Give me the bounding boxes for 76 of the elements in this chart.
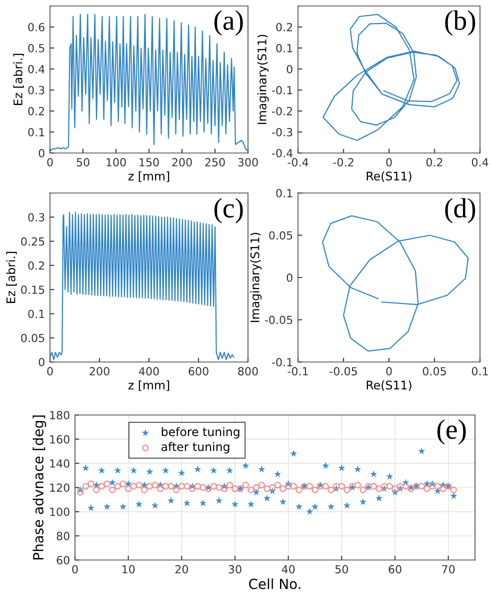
y-tick-label: -0.1 bbox=[272, 86, 292, 94]
y-tick-label: 0.3 bbox=[28, 213, 44, 222]
y-tick-label: 160 bbox=[50, 435, 70, 444]
y-tick-label: -0.2 bbox=[272, 106, 292, 116]
y-tick-label: 0 bbox=[38, 148, 44, 158]
x-tick-label: 40 bbox=[282, 565, 295, 574]
y-tick-label: 0.1 bbox=[28, 310, 44, 318]
x-tick-label: 250 bbox=[205, 158, 225, 166]
x-tick-label: 0.05 bbox=[422, 367, 446, 376]
y-tick-label: 120 bbox=[50, 483, 70, 492]
y-axis-title: Ez [abri.] bbox=[13, 54, 24, 105]
y-tick-label: 0 bbox=[286, 273, 292, 282]
annotation: (c) bbox=[214, 198, 243, 224]
x-tick-label: -0.2 bbox=[333, 158, 354, 166]
y-tick-label: 180 bbox=[50, 410, 70, 420]
x-tick-label: 200 bbox=[172, 158, 192, 166]
x-tick-label: 50 bbox=[76, 158, 90, 166]
annotation: (b) bbox=[445, 10, 476, 36]
y-tick-label: -0.4 bbox=[272, 148, 293, 158]
x-tick-label: 150 bbox=[140, 158, 159, 166]
x-tick-label: 0.1 bbox=[472, 367, 488, 376]
annotation: (e) bbox=[437, 419, 466, 445]
x-tick-label: 300 bbox=[238, 158, 258, 166]
x-tick-label: 800 bbox=[238, 367, 258, 376]
x-tick-label: 60 bbox=[388, 565, 402, 574]
y-tick-label: 0.1 bbox=[276, 44, 292, 52]
x-tick-label: 30 bbox=[228, 565, 242, 574]
y-tick-label: 0.3 bbox=[28, 86, 44, 94]
annotation: (d) bbox=[445, 198, 476, 224]
y-tick-label: -0.3 bbox=[272, 128, 292, 136]
x-tick-label: 20 bbox=[175, 565, 188, 574]
y-tick-label: -0.1 bbox=[272, 358, 292, 366]
y-tick-label: 0.05 bbox=[269, 231, 292, 240]
y-tick-label: 0 bbox=[286, 64, 292, 74]
y-tick-label: 0 bbox=[38, 358, 44, 366]
x-axis-title: z [mm] bbox=[128, 171, 170, 182]
y-tick-label: 0.15 bbox=[21, 286, 44, 294]
y-tick-label: 0.2 bbox=[276, 22, 292, 32]
y-tick-label: 0.6 bbox=[28, 22, 44, 32]
y-tick-label: 80 bbox=[56, 532, 70, 540]
x-tick-label: 10 bbox=[122, 565, 135, 574]
y-tick-label: 0.5 bbox=[28, 44, 44, 52]
y-tick-label: 0.4 bbox=[28, 64, 45, 74]
x-tick-label: 70 bbox=[442, 565, 455, 574]
legend-label: after tuning bbox=[161, 442, 230, 454]
annotation: (a) bbox=[214, 10, 243, 36]
y-axis-title: Ez [abri.] bbox=[6, 252, 17, 303]
y-tick-label: 0.05 bbox=[21, 334, 44, 342]
x-tick-label: 200 bbox=[90, 367, 110, 376]
x-tick-label: 600 bbox=[188, 367, 208, 376]
x-axis-title: Re(S11) bbox=[366, 380, 412, 391]
x-tick-label: 0.4 bbox=[472, 158, 488, 166]
y-tick-label: -0.05 bbox=[264, 316, 292, 324]
x-tick-label: 400 bbox=[138, 367, 159, 376]
x-axis-title: Re(S11) bbox=[366, 171, 412, 182]
y-axis-title: Imaginary(S11) bbox=[257, 34, 269, 124]
y-tick-label: 0.2 bbox=[28, 106, 44, 116]
x-axis-title: z [mm] bbox=[128, 380, 170, 391]
y-tick-label: 140 bbox=[50, 459, 70, 468]
y-axis-title: Phase advnace [deg] bbox=[32, 416, 46, 560]
x-axis-title: Cell No. bbox=[249, 578, 300, 590]
y-tick-label: 0.2 bbox=[28, 261, 44, 270]
y-tick-label: 100 bbox=[50, 508, 70, 516]
y-tick-label: 0.25 bbox=[21, 237, 44, 246]
legend-label: before tuning bbox=[162, 427, 240, 438]
x-tick-label: 0 bbox=[72, 565, 78, 574]
y-axis-title: Imaginary(S11) bbox=[250, 232, 262, 322]
x-tick-label: 0.2 bbox=[426, 158, 442, 166]
y-tick-label: 60 bbox=[56, 556, 70, 564]
y-tick-label: 0.1 bbox=[276, 188, 292, 198]
x-tick-label: 100 bbox=[106, 158, 126, 166]
y-tick-label: 0.1 bbox=[28, 128, 44, 136]
x-tick-label: -0.05 bbox=[330, 367, 357, 376]
x-tick-label: 50 bbox=[335, 565, 348, 574]
x-tick-label: 0 bbox=[386, 158, 392, 166]
x-tick-label: 0 bbox=[386, 367, 392, 376]
